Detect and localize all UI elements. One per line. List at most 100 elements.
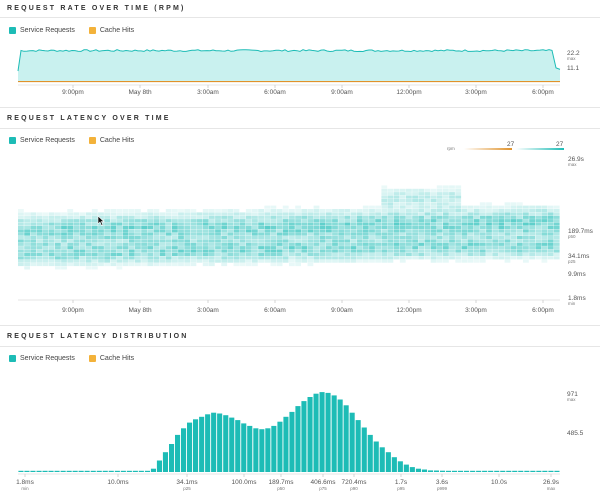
heatmap-cell <box>516 202 523 206</box>
heatmap-cell <box>387 219 394 223</box>
heatmap-cell <box>516 225 523 229</box>
heatmap-cell <box>233 212 240 216</box>
x-tick-label: 6:00pm <box>532 89 554 96</box>
heatmap-cell <box>504 219 511 223</box>
heatmap-cell <box>98 215 104 219</box>
heatmap-cell <box>473 249 480 253</box>
heatmap-cell <box>104 209 110 213</box>
heatmap-cell <box>24 239 30 243</box>
heatmap-cell <box>252 225 258 229</box>
dist-tick-sub: p25 <box>183 486 191 491</box>
distribution-bar <box>373 441 379 472</box>
legend-cache-hits[interactable]: Cache Hits <box>88 355 134 362</box>
distribution-bar <box>301 401 307 472</box>
heatmap-cell <box>387 195 394 199</box>
heatmap-cell <box>535 256 542 260</box>
heatmap-cell <box>295 212 301 216</box>
heatmap-cell <box>252 236 258 240</box>
heatmap-cell <box>467 209 474 213</box>
heatmap-cell <box>344 209 351 213</box>
heatmap-cell <box>498 256 505 260</box>
heatmap-cell <box>504 215 511 219</box>
heatmap-cell <box>178 215 184 219</box>
heatmap-cell <box>196 242 203 246</box>
heatmap-cell <box>319 236 326 240</box>
heatmap-cell <box>381 229 388 233</box>
heatmap-cell <box>276 232 283 236</box>
heatmap-cell <box>504 239 511 243</box>
heatmap-cell <box>227 209 234 213</box>
heatmap-cell <box>369 205 375 209</box>
heatmap-cell <box>406 192 412 196</box>
heatmap-cell <box>276 249 283 253</box>
heatmap-cell <box>165 215 172 219</box>
heatmap-cell <box>326 229 332 233</box>
heatmap-cell <box>375 246 381 250</box>
heatmap-cell <box>523 246 529 250</box>
heatmap-cell <box>381 192 388 196</box>
heatmap-cell <box>319 225 326 229</box>
heatmap-cell <box>430 222 437 226</box>
heatmap-cell <box>79 232 86 236</box>
distribution-bar <box>427 470 433 472</box>
distribution-bar <box>289 411 295 472</box>
heatmap-cell <box>443 252 449 256</box>
distribution-bar <box>144 470 150 472</box>
heatmap-cell <box>375 242 381 246</box>
heatmap-cell <box>344 259 351 263</box>
heatmap-cell <box>42 232 49 236</box>
heatmap-cell <box>387 212 394 216</box>
heatmap-cell <box>338 209 345 213</box>
heatmap-cell <box>313 212 320 216</box>
heatmap-cell <box>326 256 332 260</box>
heatmap-cell <box>381 239 388 243</box>
heatmap-cell <box>547 246 554 250</box>
heatmap-cell <box>147 239 154 243</box>
legend-service-requests[interactable]: Service Requests <box>9 355 75 362</box>
heatmap-cell <box>461 219 468 223</box>
x-tick-label: 12:00pm <box>396 89 421 96</box>
heatmap-cell <box>301 236 308 240</box>
legend-cache-hits[interactable]: Cache Hits <box>88 27 134 34</box>
heatmap-cell <box>135 215 141 219</box>
heatmap-cell <box>393 205 400 209</box>
heatmap-cell <box>85 219 92 223</box>
heatmap-cell <box>147 242 154 246</box>
heatmap-cell <box>208 252 215 256</box>
heatmap-cell <box>159 239 166 243</box>
heatmap-cell <box>24 236 30 240</box>
legend-cache-hits[interactable]: Cache Hits <box>88 137 134 144</box>
heatmap-cell <box>178 229 184 233</box>
heatmap-cell <box>270 246 277 250</box>
heatmap-cell <box>399 202 406 206</box>
heatmap-cell <box>553 205 560 209</box>
legend-service-requests[interactable]: Service Requests <box>9 137 75 144</box>
heatmap-cell <box>159 229 166 233</box>
heatmap-cell <box>104 256 110 260</box>
heatmap-cell <box>443 242 449 246</box>
heatmap-cell <box>535 222 542 226</box>
heatmap-cell <box>79 236 86 240</box>
heatmap-cell <box>48 249 55 253</box>
heatmap-cell <box>418 242 425 246</box>
heatmap-cell <box>128 236 135 240</box>
heatmap-cell <box>196 212 203 216</box>
legend-service-requests[interactable]: Service Requests <box>9 27 75 34</box>
heatmap-cell <box>443 205 449 209</box>
heatmap-cell <box>73 229 80 233</box>
heatmap-cell <box>436 256 443 260</box>
heatmap-cell <box>362 236 369 240</box>
distribution-bars <box>18 392 560 472</box>
heatmap-cell <box>387 252 394 256</box>
heatmap-cell <box>473 209 480 213</box>
heatmap-cell <box>196 259 203 263</box>
heatmap-cell <box>91 263 98 267</box>
heatmap-cell <box>165 219 172 223</box>
heatmap-cell <box>449 236 455 240</box>
heatmap-cell <box>295 263 301 267</box>
heatmap-cell <box>73 242 80 246</box>
distribution-bar <box>379 447 385 472</box>
heatmap-cell <box>523 239 529 243</box>
heatmap-cell <box>486 219 492 223</box>
